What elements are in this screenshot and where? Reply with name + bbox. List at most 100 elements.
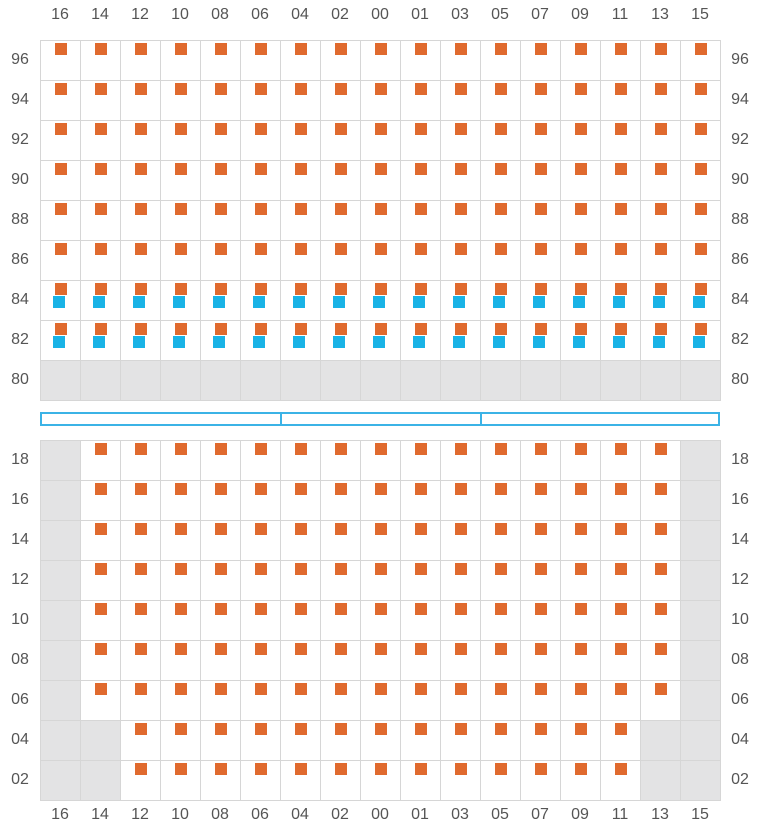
seat-cell[interactable] [280,520,321,561]
primary-marker [535,443,547,455]
row-label-left: 88 [11,211,29,228]
primary-marker [495,123,507,135]
seat-cell[interactable] [160,760,201,801]
primary-marker [335,523,347,535]
primary-marker [55,323,67,335]
seat-cell[interactable] [560,760,601,801]
row-label-right: 06 [731,691,749,708]
primary-marker [335,483,347,495]
primary-marker [335,243,347,255]
primary-marker [295,523,307,535]
secondary-marker [533,336,545,348]
secondary-marker [133,296,145,308]
primary-marker [335,643,347,655]
primary-marker [175,243,187,255]
primary-marker [375,723,387,735]
row-label-left: 84 [11,291,29,308]
column-label-bottom: 13 [651,806,669,823]
primary-marker [535,123,547,135]
primary-marker [295,483,307,495]
primary-marker [95,243,107,255]
secondary-marker [293,336,305,348]
blocked-cell [40,760,81,801]
blocked-cell [40,640,81,681]
seat-cell[interactable] [160,720,201,761]
primary-marker [135,203,147,215]
seat-cell[interactable] [480,440,521,481]
blocked-cell [680,360,721,401]
primary-marker [215,163,227,175]
primary-marker [335,283,347,295]
primary-marker [455,243,467,255]
column-label-bottom: 12 [131,806,149,823]
row-label-right: 08 [731,651,749,668]
primary-marker [495,323,507,335]
seat-cell[interactable] [680,40,721,81]
blocked-cell [360,360,401,401]
primary-marker [575,323,587,335]
primary-marker [335,123,347,135]
primary-marker [415,683,427,695]
blocked-cell [640,360,681,401]
secondary-marker [613,336,625,348]
primary-marker [135,523,147,535]
primary-marker [535,163,547,175]
secondary-marker [453,296,465,308]
seat-cell[interactable] [520,40,561,81]
secondary-marker [293,296,305,308]
row-label-left: 86 [11,251,29,268]
primary-marker [415,283,427,295]
blocked-cell [680,480,721,521]
seat-cell[interactable] [280,600,321,641]
primary-marker [575,483,587,495]
primary-marker [95,563,107,575]
walkway-segment [40,412,282,426]
seat-cell[interactable] [120,720,161,761]
primary-marker [295,163,307,175]
blocked-cell [680,640,721,681]
primary-marker [175,683,187,695]
primary-marker [575,83,587,95]
primary-marker [415,123,427,135]
primary-marker [375,603,387,615]
column-label-top: 09 [571,6,589,23]
row-label-left: 16 [11,491,29,508]
seat-cell[interactable] [360,40,401,81]
secondary-marker [173,296,185,308]
seat-cell[interactable] [200,760,241,801]
primary-marker [535,43,547,55]
primary-marker [615,603,627,615]
primary-marker [95,483,107,495]
seat-cell[interactable] [520,120,561,161]
secondary-marker [373,336,385,348]
primary-marker [415,563,427,575]
seat-cell[interactable] [440,760,481,801]
primary-marker [655,283,667,295]
primary-marker [455,563,467,575]
primary-marker [575,523,587,535]
blocked-cell [80,720,121,761]
row-label-right: 96 [731,51,749,68]
primary-marker [95,123,107,135]
primary-marker [255,123,267,135]
blocked-cell [280,360,321,401]
column-label-top: 04 [291,6,309,23]
row-label-right: 04 [731,731,749,748]
primary-marker [495,523,507,535]
primary-marker [415,163,427,175]
primary-marker [575,443,587,455]
blocked-cell [40,360,81,401]
primary-marker [655,603,667,615]
primary-marker [135,683,147,695]
secondary-marker [693,336,705,348]
primary-marker [135,763,147,775]
primary-marker [55,203,67,215]
primary-marker [695,43,707,55]
primary-marker [535,483,547,495]
primary-marker [55,163,67,175]
primary-marker [415,323,427,335]
primary-marker [215,83,227,95]
primary-marker [95,83,107,95]
primary-marker [95,523,107,535]
column-label-bottom: 14 [91,806,109,823]
